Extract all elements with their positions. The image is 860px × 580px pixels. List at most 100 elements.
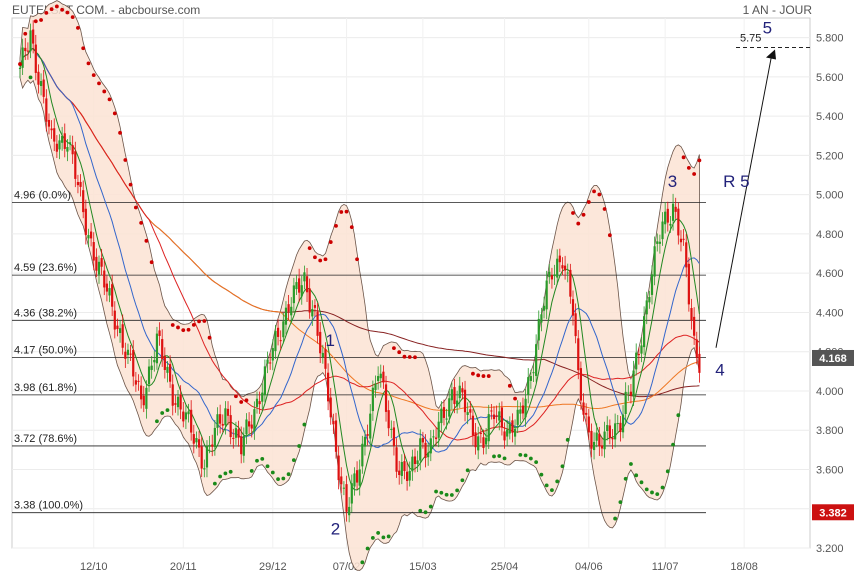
candle-body [661,221,664,240]
sar-dot [397,350,402,355]
candle-body [224,408,227,426]
sar-dot [65,10,70,15]
candle-body [87,235,90,239]
candle-body [284,307,288,325]
candle-body [279,340,282,342]
sar-dot [476,373,481,378]
sar-dot [602,207,607,211]
sar-dot [23,31,28,36]
sar-dot [370,536,375,540]
candle-body [587,416,590,433]
candle-body [516,409,519,425]
candle-body [100,258,103,267]
candle-body [253,409,256,431]
candle-body [463,389,467,413]
x-tick-label: 15/03 [409,561,437,573]
sar-dot [471,371,475,376]
candle-body [332,421,335,425]
y-tick-label: 5.400 [816,111,844,123]
candle-body [527,377,530,395]
sar-dot [660,485,665,490]
sar-dot [560,464,565,469]
sar-dot [281,476,286,481]
y-tick-label: 4.800 [816,229,844,241]
candle-body [482,437,485,448]
sar-dot [581,212,586,217]
sar-dot [123,158,128,162]
candle-body [140,385,143,400]
candle-body [471,415,475,436]
sar-dot [444,492,449,497]
candle-body [42,79,45,97]
candle-body [374,383,377,391]
candle-body [395,447,398,472]
sar-dot [276,477,280,482]
candle-body [611,437,614,440]
candle-body [124,351,127,359]
candle-body [219,414,222,424]
sar-dot [639,480,644,485]
candle-body [108,288,111,296]
candle-body [456,400,459,407]
candle-body [355,470,359,483]
sar-dot [523,453,528,458]
sar-dot [239,400,244,404]
candle-body [432,436,435,438]
candle-body [537,318,540,341]
sar-dot [376,531,381,535]
candle-body [313,305,317,308]
candle-body [358,469,361,486]
sar-dot [455,488,460,493]
sar-dot [360,560,365,565]
sar-dot [439,490,444,495]
sar-dot [54,4,59,9]
candle-body [413,456,417,465]
candle-body [18,68,22,70]
candle-body [616,423,619,425]
sar-dot [492,454,496,459]
fibonacci-label: 4.96 (0.0%) [14,190,71,202]
sar-dot [486,374,491,378]
fibonacci-label: 4.59 (23.6%) [14,262,77,274]
sar-dot [313,255,317,260]
sar-dot [128,182,133,187]
candle-body [116,325,119,330]
y-tick-label: 5.600 [816,72,844,84]
candle-body [340,476,343,485]
sar-dot [449,493,454,497]
candle-body [334,420,338,452]
sar-dot [386,534,391,539]
candle-body [269,362,272,364]
candle-body [261,392,264,402]
candle-body [276,327,280,337]
sar-dot [191,322,196,327]
candle-body [174,403,177,405]
candle-body [287,304,290,312]
fibonacci-label: 4.17 (50.0%) [14,345,77,357]
sar-dot [186,327,191,332]
candle-body [121,324,124,348]
candle-body [595,432,598,441]
sar-dot [507,383,512,388]
sar-dot [328,240,333,244]
candle-body [298,278,301,293]
sar-dot [133,205,138,210]
low-price-tag [812,504,854,521]
candle-body [577,338,580,371]
y-tick-label: 3.800 [816,425,844,437]
sar-dot [18,62,22,66]
wave-annotation: 4 [715,360,724,379]
sar-dot [139,220,144,225]
candle-body [213,427,216,448]
sar-dot [81,46,86,51]
sar-dot [676,413,681,418]
candle-body [627,392,630,394]
sar-dot [33,19,38,24]
candle-body [303,272,306,282]
period-label[interactable]: 1 AN - JOUR [742,3,812,17]
candle-body [232,437,235,439]
candle-body [248,421,251,427]
candle-body [690,308,693,321]
candle-body [566,272,569,274]
